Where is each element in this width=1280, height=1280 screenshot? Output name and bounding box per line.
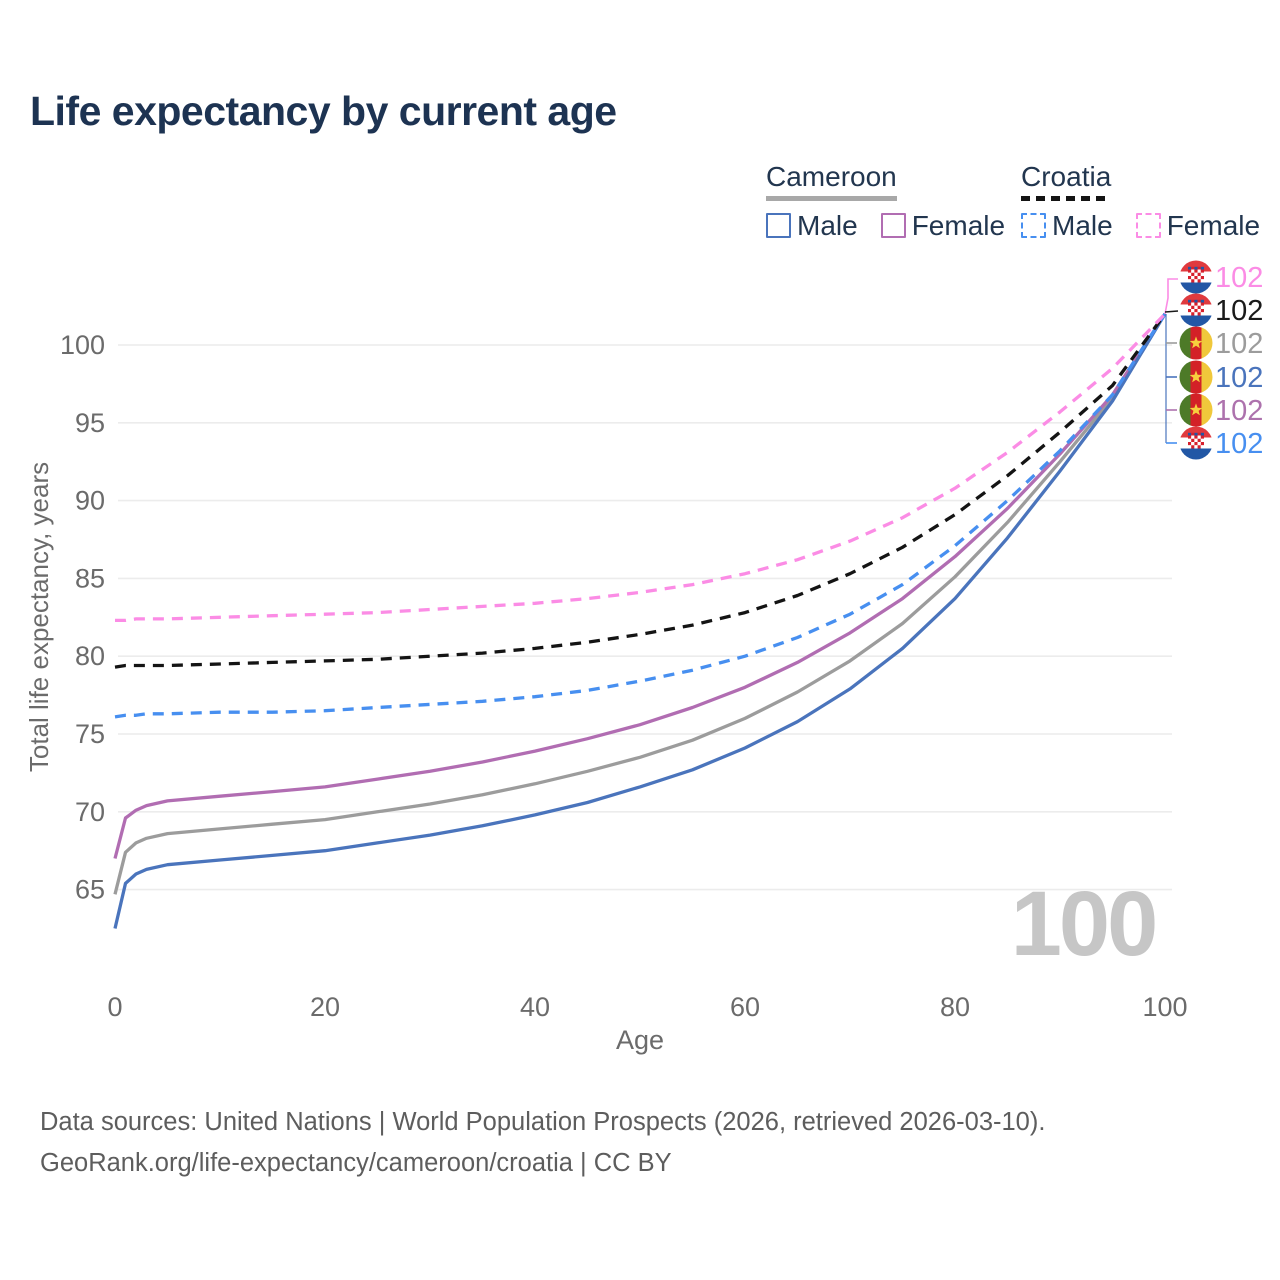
croatia-flag-icon bbox=[1179, 426, 1213, 460]
series-line-cameroon-female[interactable] bbox=[113, 313, 1167, 859]
x-tick-label: 0 bbox=[107, 992, 122, 1022]
page-title: Life expectancy by current age bbox=[30, 88, 617, 134]
footer-sources-line: Data sources: United Nations | World Pop… bbox=[40, 1108, 1046, 1136]
legend-cameroon-toggle[interactable]: Cameroon bbox=[766, 161, 897, 201]
y-axis-title: Total life expectancy, years bbox=[24, 462, 54, 772]
footer-attribution-line: GeoRank.org/life-expectancy/cameroon/cro… bbox=[40, 1149, 672, 1177]
legend-group-croatia: Croatia Male Female bbox=[1021, 161, 1260, 242]
end-label-cameroon-female: 102 bbox=[1215, 395, 1263, 427]
y-tick-label: 100 bbox=[60, 330, 105, 360]
series-line-croatia-female[interactable] bbox=[115, 312, 1167, 623]
x-tick-label: 20 bbox=[310, 992, 340, 1022]
legend-label: Male bbox=[797, 209, 858, 241]
cameroon-flag-icon bbox=[1179, 393, 1213, 427]
end-label-cameroon-combined: 102 bbox=[1215, 328, 1263, 360]
x-axis-title: Age bbox=[616, 1025, 664, 1055]
legend-group-cameroon: Cameroon Male Female bbox=[766, 161, 1005, 242]
x-tick-label: 60 bbox=[730, 992, 760, 1022]
legend-cameroon-name: Cameroon bbox=[766, 161, 897, 192]
cameroon-male-checkbox[interactable] bbox=[766, 213, 791, 238]
legend-croatia-toggle[interactable]: Croatia bbox=[1021, 161, 1112, 201]
end-label-croatia-male: 102 bbox=[1215, 428, 1263, 460]
series-line-croatia-male[interactable] bbox=[114, 313, 1167, 719]
legend-item-cameroon-female[interactable]: Female bbox=[880, 209, 1006, 242]
croatia-male-checkbox[interactable] bbox=[1021, 213, 1046, 238]
y-tick-label: 75 bbox=[75, 719, 105, 749]
legend-item-croatia-male[interactable]: Male bbox=[1021, 210, 1113, 242]
end-label-croatia-combined: 102 bbox=[1215, 295, 1263, 327]
series-line-cameroon-male[interactable] bbox=[113, 313, 1167, 929]
y-tick-label: 70 bbox=[75, 797, 105, 827]
data-sources-footer: Data sources: United Nations | World Pop… bbox=[40, 1102, 1045, 1184]
legend-label: Female bbox=[1166, 209, 1261, 241]
croatia-female-checkbox[interactable] bbox=[1135, 213, 1161, 238]
legend-croatia-name: Croatia bbox=[1021, 161, 1112, 192]
end-label-cameroon-male: 102 bbox=[1215, 362, 1263, 394]
legend-label: Male bbox=[1052, 209, 1113, 241]
watermark-age-counter: 100 bbox=[1011, 873, 1156, 975]
series-line-cameroon-combined[interactable] bbox=[113, 313, 1167, 895]
x-tick-label: 100 bbox=[1142, 992, 1187, 1022]
croatia-line-swatch bbox=[1021, 196, 1112, 201]
croatia-flag-icon bbox=[1179, 260, 1213, 294]
y-tick-label: 80 bbox=[75, 641, 105, 671]
y-tick-label: 85 bbox=[75, 563, 105, 593]
cameroon-line-swatch bbox=[766, 196, 897, 201]
end-label-croatia-female: 102 bbox=[1215, 262, 1263, 294]
cameroon-flag-icon bbox=[1179, 360, 1213, 394]
cameroon-female-checkbox[interactable] bbox=[880, 213, 906, 238]
cameroon-flag-icon bbox=[1179, 326, 1213, 360]
croatia-flag-icon bbox=[1179, 293, 1213, 327]
y-tick-label: 90 bbox=[75, 486, 105, 516]
x-tick-label: 40 bbox=[520, 992, 550, 1022]
leader-line bbox=[1164, 278, 1178, 315]
leader-line bbox=[1164, 310, 1179, 313]
legend-item-croatia-female[interactable]: Female bbox=[1135, 209, 1261, 242]
series-line-croatia-combined[interactable] bbox=[114, 312, 1167, 669]
y-tick-label: 95 bbox=[75, 408, 105, 438]
y-tick-label: 65 bbox=[75, 875, 105, 905]
legend-label: Female bbox=[911, 209, 1006, 241]
x-tick-label: 80 bbox=[940, 992, 970, 1022]
legend-item-cameroon-male[interactable]: Male bbox=[766, 210, 858, 242]
